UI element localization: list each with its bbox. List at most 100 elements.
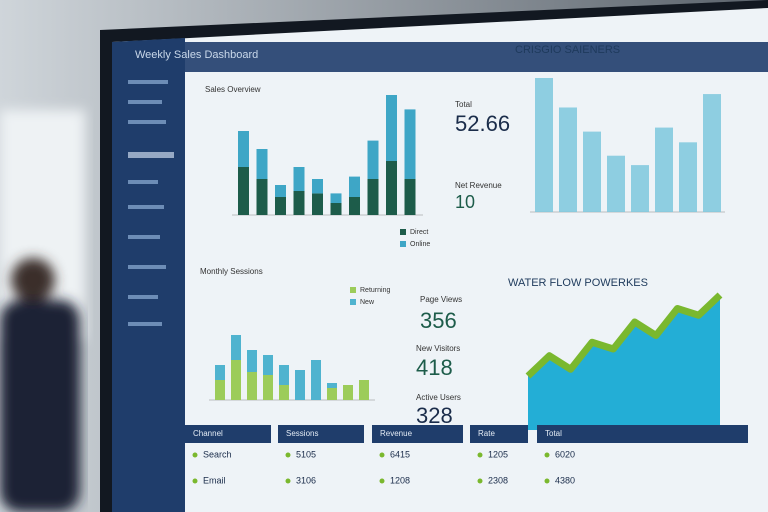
bar-segment [215,365,225,380]
bar-segment [311,360,321,400]
kpi-label: Total [455,100,472,109]
kpi-value: 356 [420,308,457,333]
status-dot [285,452,291,458]
table-cell: Search [203,449,232,459]
panel-title: WATER FLOW POWERKES [508,277,648,289]
legend-label: Returning [360,287,390,294]
status-dot [544,452,550,458]
bar-segment [247,372,257,400]
bar-segment [312,193,323,215]
kpi-label: New Visitors [416,344,460,353]
panel-title: Monthly Sessions [200,267,263,276]
table-header: Rate [478,429,495,438]
table-cell: 4380 [555,475,575,485]
bar-segment [295,370,305,400]
kpi-value: 418 [416,355,453,380]
legend-label: Direct [410,229,428,236]
kpi-value: 10 [455,192,475,212]
bar-segment [275,197,286,215]
bar-segment [343,385,353,400]
table-cell: 3106 [296,475,316,485]
area-edge [525,292,723,379]
bar-segment [256,149,268,179]
table-cell: Email [203,475,226,485]
panel-title: Sales Overview [205,85,261,94]
bar [631,165,649,212]
panel-title: CRISGIO SAIENERS [515,44,620,56]
bar [535,78,553,212]
table-header: Revenue [380,429,413,438]
kpi-label: Active Users [416,393,461,402]
status-dot [379,478,385,484]
bar-segment [349,197,360,215]
status-dot [477,478,483,484]
table-header: Total [545,429,562,438]
bar-segment [367,140,379,179]
kpi-value: 328 [416,403,453,428]
bar-segment [330,203,342,215]
legend-label: Online [410,241,430,248]
status-dot [192,478,198,484]
table-header-cell [470,425,528,443]
bar-segment [293,167,305,191]
status-dot [379,452,385,458]
bar-segment [275,185,286,197]
status-dot [477,452,483,458]
bar-segment [386,161,397,215]
bar-segment [263,375,273,400]
bar-segment [404,179,416,215]
bar-segment [263,355,273,375]
table-cell: 1205 [488,449,508,459]
bar-segment [238,167,249,215]
table-cell: 6415 [390,449,410,459]
bar-segment [238,131,249,167]
bar-segment [293,191,305,215]
person [0,258,80,512]
table-header: Sessions [286,429,318,438]
bar-segment [327,388,337,400]
kpi-label: Page Views [420,295,462,304]
bar [559,107,577,212]
table-header-cell [537,425,748,443]
bar-segment [279,365,289,385]
bar-segment [404,109,416,179]
bar-segment [327,383,337,388]
area [528,295,720,430]
bar-segment [349,176,360,197]
legend-swatch [400,241,406,247]
top-bar [112,42,768,72]
legend-swatch [400,229,406,235]
table-header-cell [372,425,463,443]
bar [679,142,697,212]
bar-segment [231,360,241,400]
bar-segment [279,385,289,400]
legend-swatch [350,299,356,305]
sidebar-items [128,80,174,326]
legend-label: New [360,299,375,306]
status-dot [544,478,550,484]
bar-segment [359,380,369,400]
bar [655,127,673,212]
table-header-cell [185,425,271,443]
bar-segment [330,193,342,203]
bar-segment [247,350,257,372]
table-header: Channel [193,429,223,438]
bar [583,131,601,212]
bar-segment [256,179,268,215]
bar-segment [231,335,241,360]
bar-segment [367,179,379,215]
legend-swatch [350,287,356,293]
bar [703,94,721,212]
bar-segment [386,95,397,161]
table-cell: 2308 [488,475,508,485]
bar-segment [312,179,323,194]
table-cell: 5105 [296,449,316,459]
status-dot [192,452,198,458]
bar [607,155,625,212]
kpi-value: 52.66 [455,111,510,136]
table-cell: 6020 [555,449,575,459]
table-header-cell [278,425,364,443]
header-title: Weekly Sales Dashboard [135,49,258,61]
